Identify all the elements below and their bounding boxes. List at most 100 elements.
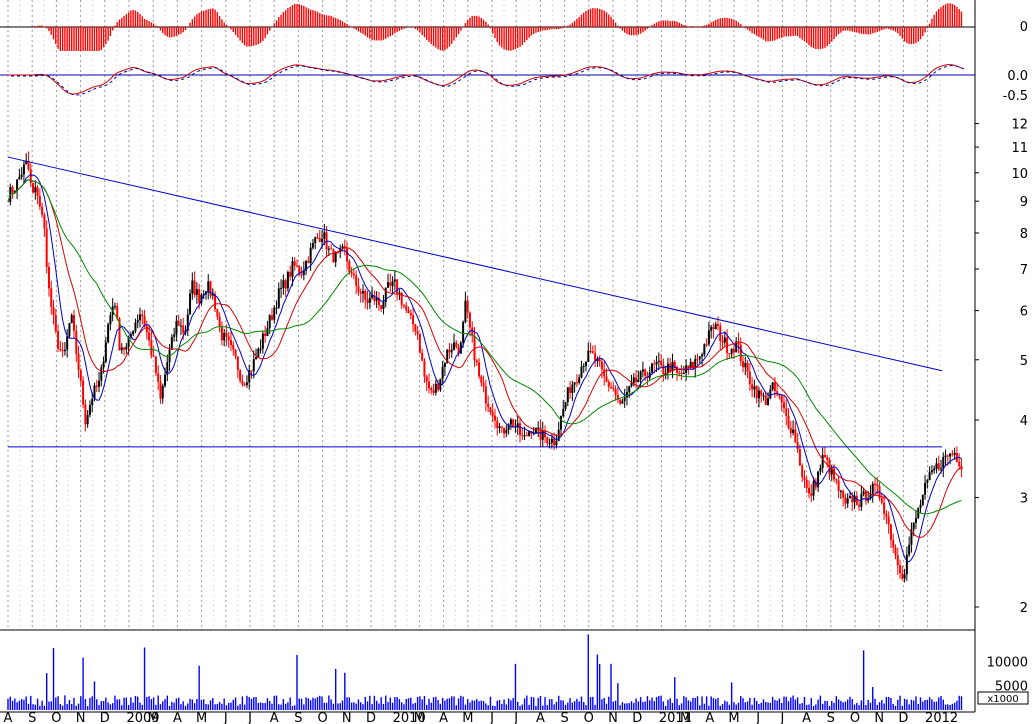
candle-body [25,160,28,165]
x-tick-label: M [680,711,691,724]
candle-body [107,324,110,343]
candle-body [164,374,167,386]
candle-body [63,349,66,352]
candle-body [157,373,160,382]
candle-body [550,438,553,443]
candle-body [821,454,824,468]
x-tick-label: A [802,711,811,724]
y-tick-label: 10000 [987,655,1028,670]
candle-body [851,496,854,503]
candle-body [207,281,210,292]
candle-body [27,160,30,170]
candle-body [22,164,25,175]
candle-body [935,463,938,469]
candle-body [179,325,182,327]
price-panel [7,151,963,583]
candle-body [785,408,788,417]
candle-body [355,275,358,286]
candle-body [819,467,822,472]
x-tick-label: A [4,711,13,724]
candle-body [616,394,619,400]
candle-body [853,495,856,503]
candle-body [82,380,85,405]
candle-body [182,325,185,334]
y-tick-label: -0.5 [1003,89,1028,104]
candle-body [814,481,817,488]
candle-body [735,341,738,353]
candle-body [587,350,590,362]
candle-body [273,307,276,320]
candle-body [844,497,847,504]
x-tick-label: M [462,711,473,724]
candle-body [430,388,433,391]
candle-body [453,342,456,350]
candle-body [252,359,255,372]
candle-body [425,376,428,382]
candle-body [575,382,578,384]
candle-body [409,313,412,316]
candle-body [764,395,767,405]
candle-body [805,479,808,488]
candle-body [903,574,906,579]
candle-body [366,299,369,303]
candle-body [377,298,380,306]
candle-body [437,383,440,390]
candle-body [13,191,16,193]
candle-body [910,529,913,545]
candle-body [84,404,87,425]
candle-body [291,261,294,277]
candle-body [519,423,522,436]
candle-body [830,468,833,475]
candle-body [837,480,840,492]
candle-body [714,324,717,330]
candle-body [862,491,865,495]
candle-body [427,381,430,389]
candle-body [145,326,148,333]
candle-body [498,426,501,429]
candle-body [389,282,392,286]
candle-body [327,248,330,250]
candle-body [650,363,653,373]
candle-body [896,555,899,566]
candle-body [314,237,317,244]
candle-body [86,414,89,425]
candle-body [341,246,344,248]
candle-body [66,336,69,350]
candle-body [364,291,367,300]
candle-body [480,376,483,383]
x-tick-label: J [223,711,228,724]
x-tick-label: 2012 [925,711,958,724]
candle-body [93,385,96,399]
candle-body [270,315,273,320]
x-tick-label: O [51,711,61,724]
candle-body [808,487,811,494]
candle-body [532,433,535,435]
candle-body [833,468,836,480]
candle-body [496,420,499,429]
candle-body [348,261,351,272]
candle-body [138,314,141,320]
candle-body [776,391,779,395]
candle-body [43,214,46,229]
candle-body [796,442,799,450]
x-tick-label: M [728,711,739,724]
candle-body [562,408,565,416]
candle-body [610,386,613,388]
histogram-oscillator-panel [0,3,975,51]
candle-body [778,394,781,396]
candle-body [214,294,217,310]
x-tick-label: 2009 [126,711,159,724]
candle-body [464,300,467,322]
candle-body [400,292,403,305]
candle-body [691,361,694,369]
candle-body [880,498,883,503]
candle-body [721,340,724,343]
candle-body [660,360,663,365]
candle-body [482,382,485,387]
candle-body [407,310,410,314]
candle-body [835,479,838,481]
candle-body [801,465,804,478]
candle-body [578,377,581,383]
candle-body [473,335,476,361]
candle-body [118,318,121,351]
